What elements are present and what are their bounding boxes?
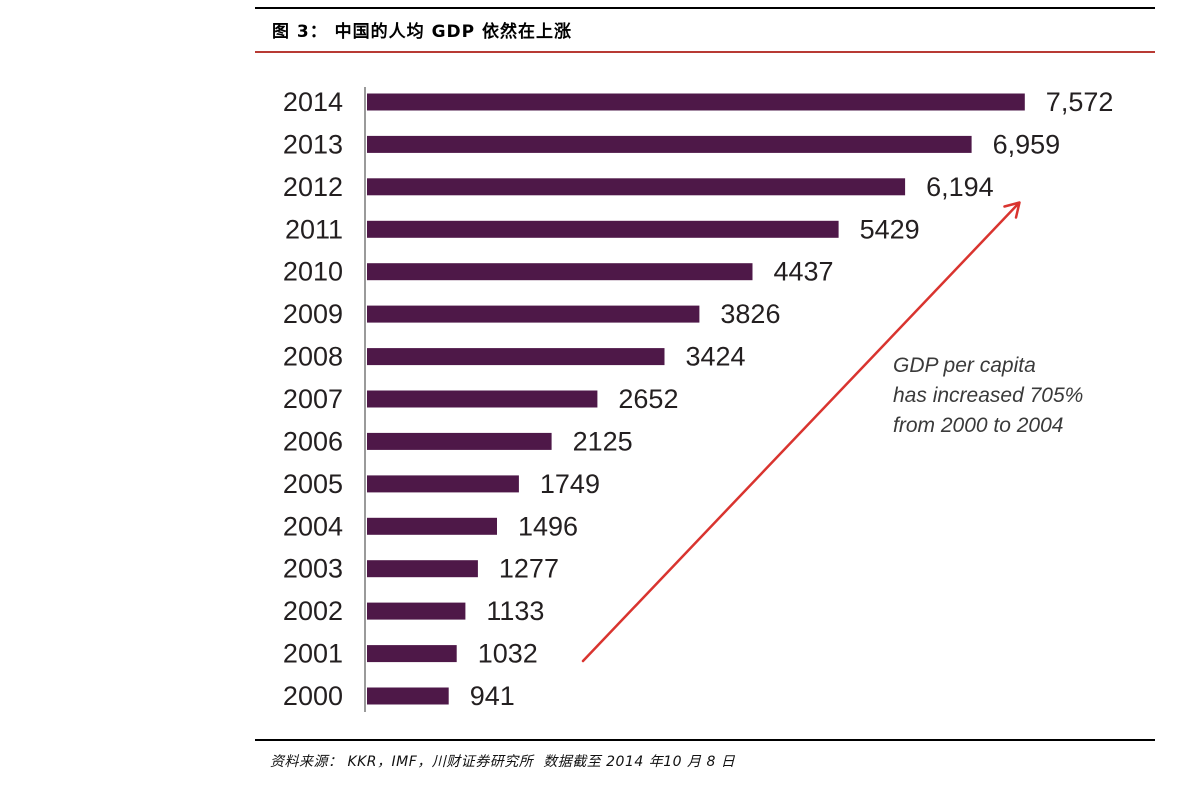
bar-2009 (367, 305, 700, 323)
value-label-2005: 1749 (540, 469, 600, 499)
year-label-2009: 2009 (283, 299, 343, 329)
value-label-2009: 3826 (720, 299, 780, 329)
top-rule (255, 7, 1155, 9)
value-label-2014: 7,572 (1046, 87, 1114, 117)
source-note: 资料来源： KKR，IMF，川财证券研究所 数据截至 2014 年10 月 8 … (270, 754, 736, 770)
value-label-2003: 1277 (499, 554, 559, 584)
value-label-2000: 941 (470, 681, 515, 711)
value-label-2012: 6,194 (926, 172, 994, 202)
year-label-2012: 2012 (283, 172, 343, 202)
value-label-2006: 2125 (573, 426, 633, 456)
bar-2002 (367, 602, 466, 620)
bar-2000 (367, 687, 449, 705)
bar-2014 (367, 93, 1025, 111)
bar-2012 (367, 178, 906, 196)
bar-2008 (367, 348, 665, 366)
value-label-2013: 6,959 (993, 129, 1061, 159)
bar-2003 (367, 560, 478, 578)
value-label-2002: 1133 (486, 596, 544, 626)
value-label-2010: 4437 (774, 257, 834, 287)
year-labels-layer: 2000 2001 2002 2003 2004 2005 2006 2007 2008 2009… (283, 87, 343, 711)
year-label-2005: 2005 (283, 469, 343, 499)
annotation-line-2: has increased 705% (893, 384, 1083, 407)
year-label-2006: 2006 (283, 426, 343, 456)
bar-2011 (367, 220, 839, 238)
value-label-2007: 2652 (618, 384, 678, 414)
bar-2004 (367, 517, 497, 535)
arrow-shaft (581, 201, 1021, 663)
year-label-2003: 2003 (283, 554, 343, 584)
bar-2006 (367, 432, 552, 450)
bar-2001 (367, 645, 457, 663)
annotation-line-3: from 2000 to 2004 (893, 414, 1063, 437)
value-labels-layer: 941 1032 1133 1277 1496 1749 2125 2652 3424 3826 4… (470, 87, 1114, 711)
growth-annotation: GDP per capita has increased 705% from 2… (893, 354, 1083, 437)
year-label-2001: 2001 (283, 639, 343, 669)
year-label-2014: 2014 (283, 87, 343, 117)
year-label-2002: 2002 (283, 596, 343, 626)
year-label-2000: 2000 (283, 681, 343, 711)
bars-layer (367, 93, 1025, 705)
annotation-line-1: GDP per capita (893, 354, 1036, 377)
year-label-2011: 2011 (285, 214, 343, 244)
year-label-2013: 2013 (283, 129, 343, 159)
value-label-2011: 5429 (860, 214, 920, 244)
year-label-2008: 2008 (283, 342, 343, 372)
bar-2010 (367, 263, 753, 281)
value-label-2008: 3424 (686, 342, 746, 372)
value-label-2001: 1032 (478, 639, 538, 669)
figure-title: 图 3： 中国的人均 GDP 依然在上涨 (272, 22, 573, 42)
bar-2013 (367, 135, 972, 153)
arrow-head (1003, 201, 1021, 219)
bar-2007 (367, 390, 598, 408)
bottom-rule (255, 739, 1155, 741)
year-label-2010: 2010 (283, 257, 343, 287)
year-label-2004: 2004 (283, 511, 343, 541)
bar-2005 (367, 475, 519, 493)
growth-arrow (581, 201, 1021, 663)
title-rule (255, 51, 1155, 53)
value-label-2004: 1496 (518, 511, 578, 541)
year-label-2007: 2007 (283, 384, 343, 414)
